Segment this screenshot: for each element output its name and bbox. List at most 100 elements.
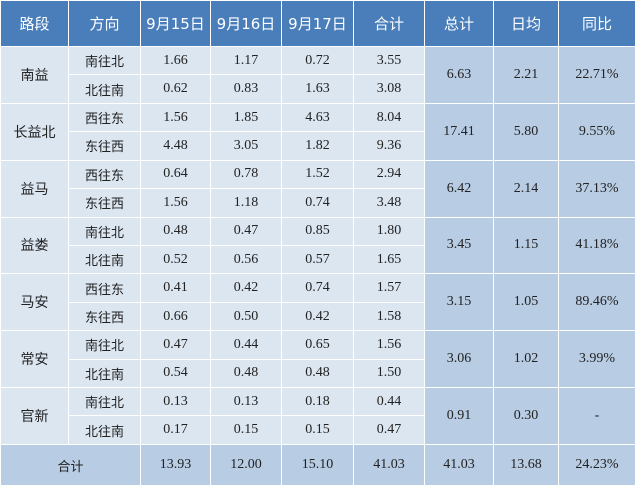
sep16-value: 0.44 [210, 330, 282, 360]
direction-cell: 东往西 [68, 188, 141, 218]
road-daily-avg: 1.05 [493, 273, 559, 332]
road-name: 官新 [0, 387, 69, 445]
sep16-value: 1.85 [210, 102, 282, 133]
header-total: 总计 [424, 0, 494, 47]
total-subtotal: 41.03 [353, 444, 425, 486]
header-row: 路段 方向 9月15日 9月16日 9月17日 合计 总计 日均 同比 [0, 0, 636, 47]
road-name: 马安 [0, 273, 69, 332]
road-daily-avg: 2.14 [493, 159, 559, 218]
sep17-value: 0.15 [281, 415, 354, 445]
road-yoy: - [558, 387, 636, 445]
sep16-value: 3.05 [210, 131, 282, 161]
total-label: 合计 [0, 444, 141, 486]
sep16-value: 0.48 [210, 358, 282, 389]
road-total: 17.41 [424, 102, 494, 161]
sep16-value: 0.78 [210, 159, 282, 190]
sep15-value: 0.41 [140, 273, 211, 303]
sep16-value: 0.50 [210, 301, 282, 332]
direction-cell: 南往北 [68, 330, 141, 360]
subtotal-value: 2.94 [353, 159, 425, 190]
direction-cell: 西往东 [68, 159, 141, 190]
direction-cell: 北往南 [68, 415, 141, 445]
sep15-value: 0.66 [140, 301, 211, 332]
direction-cell: 东往西 [68, 301, 141, 332]
sep15-value: 1.56 [140, 188, 211, 218]
subtotal-value: 0.47 [353, 415, 425, 445]
road-total: 3.06 [424, 330, 494, 389]
road-yoy: 9.55% [558, 102, 636, 161]
road-total: 3.15 [424, 273, 494, 332]
header-daily-avg: 日均 [493, 0, 559, 47]
sep15-value: 0.52 [140, 244, 211, 275]
road-total: 0.91 [424, 387, 494, 445]
header-direction: 方向 [68, 0, 141, 47]
total-sep16: 12.00 [210, 444, 282, 486]
table-row: 北往南 0.52 0.56 0.57 1.65 [1, 244, 636, 275]
road-total: 3.45 [424, 216, 494, 275]
sep17-value: 0.72 [281, 45, 354, 76]
sep16-value: 1.17 [210, 45, 282, 76]
road-yoy: 37.13% [558, 159, 636, 218]
direction-cell: 北往南 [68, 244, 141, 275]
subtotal-value: 9.36 [353, 131, 425, 161]
sep16-value: 0.47 [210, 216, 282, 246]
header-sep16: 9月16日 [210, 0, 282, 47]
total-total: 41.03 [424, 444, 494, 486]
table-row: 北往南 0.62 0.83 1.63 3.08 [1, 74, 636, 104]
table-row: 南益 南往北 1.66 1.17 0.72 3.55 6.63 2.21 22.71% [0, 45, 636, 104]
sep15-value: 0.17 [140, 415, 211, 445]
sep15-value: 1.56 [140, 102, 211, 133]
road-yoy: 89.46% [558, 273, 636, 332]
direction-cell: 北往南 [68, 358, 141, 389]
road-name: 益马 [0, 159, 69, 218]
road-daily-avg: 5.80 [493, 102, 559, 161]
subtotal-value: 3.08 [353, 74, 425, 104]
table-row: 益马 西往东 0.64 0.78 1.52 2.94 6.42 2.14 37.13% [0, 159, 636, 218]
sep15-value: 0.62 [140, 74, 211, 104]
sep17-value: 0.48 [281, 358, 354, 389]
table-row: 马安 西往东 0.41 0.42 0.74 1.57 3.15 1.05 89.46% [0, 273, 636, 332]
subtotal-value: 1.58 [353, 301, 425, 332]
table-row: 北往南 0.17 0.15 0.15 0.47 [1, 415, 636, 445]
sep17-value: 0.74 [281, 273, 354, 303]
road-name: 南益 [0, 46, 69, 104]
subtotal-value: 1.65 [353, 244, 425, 275]
sep15-value: 0.64 [140, 159, 211, 190]
header-subtotal: 合计 [353, 0, 425, 47]
sep17-value: 1.82 [281, 131, 354, 161]
sep16-value: 0.15 [210, 415, 282, 445]
sep17-value: 0.85 [281, 216, 354, 246]
subtotal-value: 1.57 [353, 273, 425, 303]
sep15-value: 0.13 [140, 387, 211, 417]
table-row: 常安 南往北 0.47 0.44 0.65 1.56 3.06 1.02 3.99% [0, 330, 636, 389]
subtotal-value: 1.50 [353, 358, 425, 389]
subtotal-value: 1.56 [353, 330, 425, 360]
direction-cell: 南往北 [68, 216, 141, 246]
direction-cell: 西往东 [68, 273, 141, 303]
road-total: 6.42 [424, 159, 494, 218]
road-daily-avg: 0.30 [493, 387, 559, 445]
table-row: 益娄 南往北 0.48 0.47 0.85 1.80 3.45 1.15 41.18% [0, 216, 636, 275]
subtotal-value: 1.80 [353, 216, 425, 246]
subtotal-value: 8.04 [353, 102, 425, 133]
total-row: 合计 13.93 12.00 15.10 41.03 41.03 13.68 2… [0, 444, 636, 486]
sep16-value: 0.83 [210, 74, 282, 104]
sep16-value: 1.18 [210, 188, 282, 218]
sep17-value: 0.65 [281, 330, 354, 360]
table-row: 长益北 西往东 1.56 1.85 4.63 8.04 17.41 5.80 9.55% [0, 102, 636, 161]
sep17-value: 1.63 [281, 74, 354, 104]
direction-cell: 西往东 [68, 102, 141, 133]
sep17-value: 0.74 [281, 188, 354, 218]
table-row: 北往南 0.54 0.48 0.48 1.50 [1, 358, 636, 389]
road-name: 常安 [0, 330, 69, 389]
sep15-value: 0.54 [140, 358, 211, 389]
sep15-value: 4.48 [140, 131, 211, 161]
sep17-value: 0.18 [281, 387, 354, 417]
sep16-value: 0.56 [210, 244, 282, 275]
subtotal-value: 0.44 [353, 387, 425, 417]
table-row: 官新 南往北 0.13 0.13 0.18 0.44 0.91 0.30- [0, 387, 636, 445]
direction-cell: 北往南 [68, 74, 141, 104]
road-yoy: 3.99% [558, 330, 636, 389]
road-total: 6.63 [424, 46, 494, 104]
